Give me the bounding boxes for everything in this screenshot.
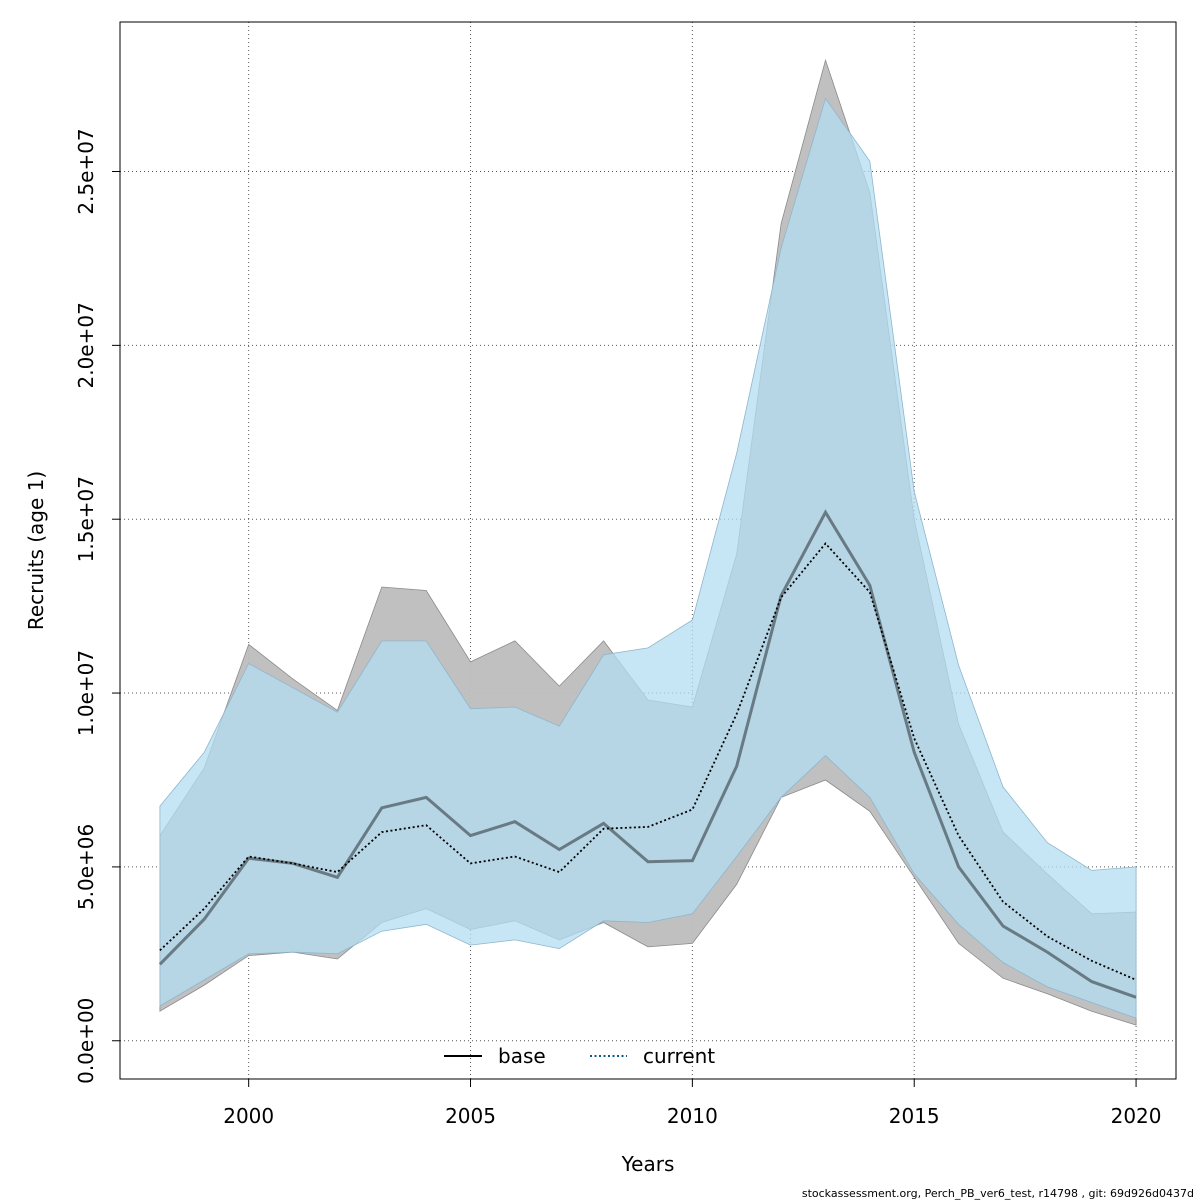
confidence-bands: [159, 58, 1137, 1026]
footer-credit: stockassessment.org, Perch_PB_ver6_test,…: [802, 1187, 1194, 1200]
y-tick-label-5: 2.5e+07: [74, 128, 98, 214]
y-tick-label-2: 1.0e+07: [74, 650, 98, 736]
x-tick-label-1: 2005: [445, 1104, 496, 1128]
series-line-base: [158, 509, 1137, 999]
series-lines: [158, 509, 1137, 999]
legend-label-base: base: [498, 1044, 546, 1068]
x-tick-label-3: 2015: [889, 1104, 940, 1128]
legend: base current: [444, 1044, 715, 1068]
axes: 2000 2005 2010 2015 2020 0.0e+00 5.0e+06 1.0e+0…: [74, 128, 1162, 1128]
x-tick-label-4: 2020: [1111, 1104, 1162, 1128]
y-tick-label-1: 5.0e+06: [74, 824, 98, 910]
legend-label-current: current: [643, 1044, 715, 1068]
y-tick-label-4: 2.0e+07: [74, 302, 98, 388]
y-tick-label-3: 1.5e+07: [74, 476, 98, 562]
y-axis-title: Recruits (age 1): [24, 471, 48, 630]
band-current: [159, 97, 1137, 1019]
x-tick-label-2: 2010: [667, 1104, 718, 1128]
x-axis-title: Years: [621, 1152, 675, 1176]
plot-frame: [119, 21, 1177, 1080]
x-tick-label-0: 2000: [223, 1104, 274, 1128]
y-tick-label-0: 0.0e+00: [74, 998, 98, 1084]
series-line-current: [159, 542, 1137, 981]
